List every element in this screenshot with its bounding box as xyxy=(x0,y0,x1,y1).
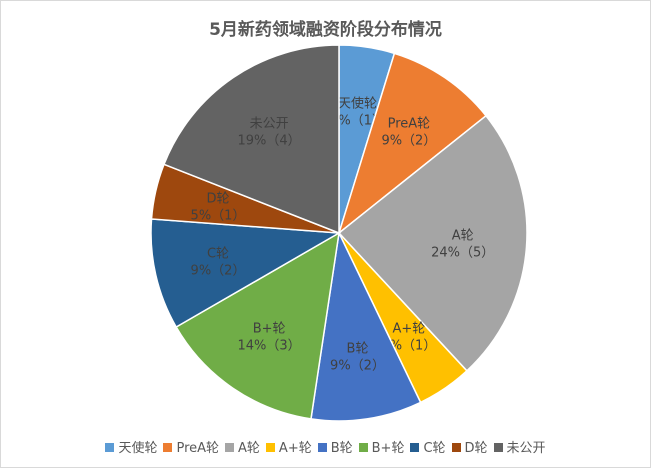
legend-swatch xyxy=(451,443,461,452)
slice-data-label: A轮 24%（5） xyxy=(431,228,494,260)
slice-data-label: PreA轮 9%（2） xyxy=(381,117,436,149)
legend-swatch xyxy=(265,443,275,452)
legend-swatch xyxy=(317,443,327,452)
chart-title: 5月新药领域融资阶段分布情况 xyxy=(209,20,442,40)
legend-item: 天使轮 xyxy=(105,437,157,456)
legend-label: A+轮 xyxy=(278,441,312,456)
slice-data-label: B轮 9%（2） xyxy=(330,342,385,374)
legend-swatch xyxy=(225,443,235,452)
pie-slice xyxy=(310,230,422,422)
legend-swatch xyxy=(358,443,368,452)
legend-label: PreA轮 xyxy=(176,441,220,456)
pie-slice xyxy=(337,114,528,372)
pie-slice xyxy=(175,231,340,420)
legend-item: A轮 xyxy=(225,437,260,456)
slice-data-label: B+轮 14%（3） xyxy=(238,322,301,354)
slice-data-label: D轮 5%（1） xyxy=(191,191,246,223)
chart-legend: 天使轮 PreA轮 A轮 A+轮 B轮 B+轮 C轮 D轮 未公开 xyxy=(1,437,650,456)
legend-item: B+轮 xyxy=(358,437,405,456)
legend-item: A+轮 xyxy=(265,437,312,456)
legend-label: C轮 xyxy=(423,441,446,456)
slice-data-label: 未公开 19%（4） xyxy=(238,117,301,149)
slice-data-label: 天使轮 5%（1） xyxy=(330,95,385,128)
legend-item: 未公开 xyxy=(493,437,546,456)
legend-swatch xyxy=(410,443,420,452)
legend-label: D轮 xyxy=(464,441,488,456)
legend-swatch xyxy=(163,443,173,452)
legend-item: C轮 xyxy=(410,437,446,456)
legend-item: D轮 xyxy=(451,437,488,456)
legend-label: 天使轮 xyxy=(118,441,158,456)
legend-label: B轮 xyxy=(330,441,353,456)
pie-slice xyxy=(150,218,342,329)
pie-slice xyxy=(337,52,488,236)
legend-label: 未公开 xyxy=(506,441,546,456)
legend-label: B+轮 xyxy=(371,441,405,456)
legend-item: PreA轮 xyxy=(163,437,219,456)
legend-label: A轮 xyxy=(238,441,260,456)
legend-swatch xyxy=(493,443,503,452)
pie-slice xyxy=(163,44,340,235)
legend-swatch xyxy=(105,443,115,452)
slice-data-label: C轮 9%（2） xyxy=(191,247,246,279)
legend-item: B轮 xyxy=(317,437,353,456)
